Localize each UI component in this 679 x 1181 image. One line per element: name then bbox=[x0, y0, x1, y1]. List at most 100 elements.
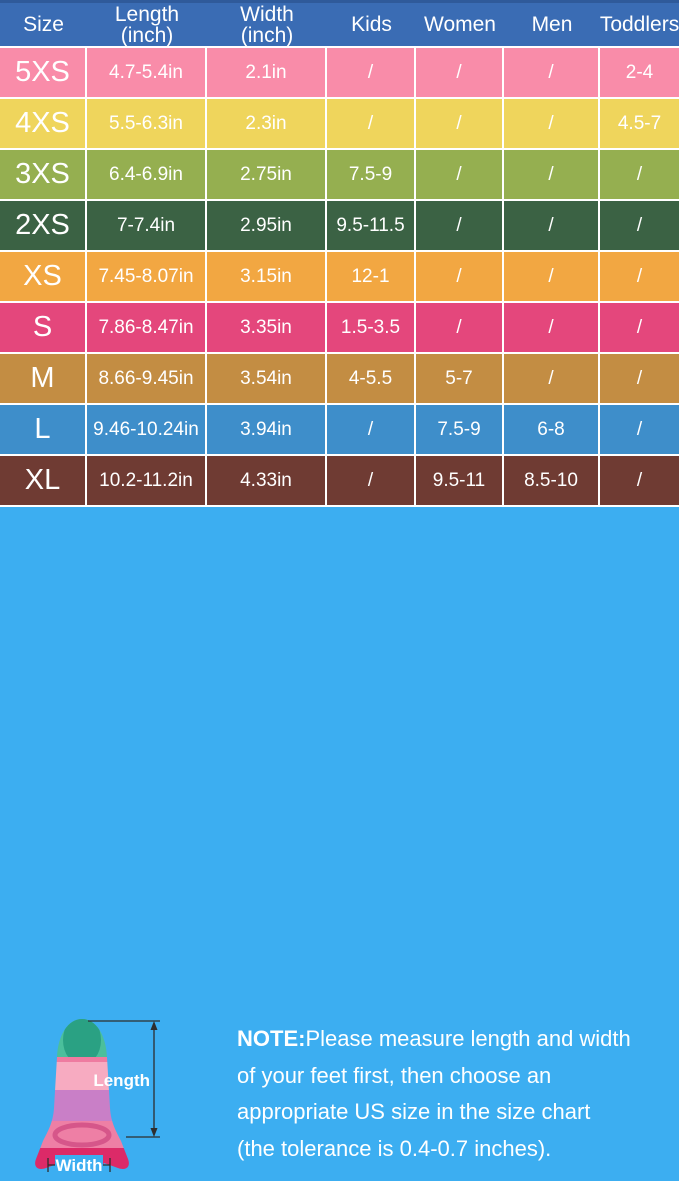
table-row: 5XS 4.7-5.4in 2.1in / / / 2-4 bbox=[0, 48, 679, 97]
table-cell: 3.15in bbox=[207, 252, 325, 301]
table-cell: 4.5-7 bbox=[600, 99, 679, 148]
table-row: 4XS 5.5-6.3in 2.3in / / / 4.5-7 bbox=[0, 99, 679, 148]
table-cell: / bbox=[416, 48, 502, 97]
table-cell: / bbox=[600, 252, 679, 301]
length-dimension-label: Length bbox=[93, 1071, 150, 1090]
table-cell: / bbox=[416, 201, 502, 250]
table-cell: 2.1in bbox=[207, 48, 325, 97]
note-line: NOTE:Please measure length and width bbox=[237, 1021, 667, 1058]
table-cell: / bbox=[327, 405, 414, 454]
row-label: S bbox=[0, 303, 85, 352]
column-header-kids: Kids bbox=[327, 3, 416, 46]
row-label: 3XS bbox=[0, 150, 85, 199]
table-cell: 4.33in bbox=[207, 456, 325, 505]
row-label: XL bbox=[0, 456, 85, 505]
table-cell: / bbox=[504, 150, 598, 199]
row-label: L bbox=[0, 405, 85, 454]
fin-measurement-diagram: Length Width bbox=[35, 1019, 160, 1175]
table-cell: / bbox=[504, 48, 598, 97]
table-cell: / bbox=[600, 150, 679, 199]
table-cell: 8.5-10 bbox=[504, 456, 598, 505]
size-chart-table: Size Length (inch) Width (inch) Kids Women… bbox=[0, 0, 679, 507]
column-header-women: Women bbox=[416, 3, 504, 46]
table-cell: 9.46-10.24in bbox=[87, 405, 205, 454]
table-cell: 3.54in bbox=[207, 354, 325, 403]
column-header-label: Women bbox=[424, 13, 496, 36]
row-label: 4XS bbox=[0, 99, 85, 148]
table-cell: / bbox=[504, 201, 598, 250]
table-cell: / bbox=[600, 456, 679, 505]
table-cell: 9.5-11.5 bbox=[327, 201, 414, 250]
table-cell: 6.4-6.9in bbox=[87, 150, 205, 199]
table-cell: / bbox=[416, 150, 502, 199]
table-cell: 4-5.5 bbox=[327, 354, 414, 403]
table-header-row: Size Length (inch) Width (inch) Kids Women… bbox=[0, 0, 679, 46]
column-header-label: Men bbox=[531, 13, 573, 36]
table-row: S 7.86-8.47in 3.35in 1.5-3.5 / / / bbox=[0, 303, 679, 352]
row-label: M bbox=[0, 354, 85, 403]
table-cell: 3.35in bbox=[207, 303, 325, 352]
table-body: 5XS 4.7-5.4in 2.1in / / / 2-4 4XS 5.5-6.… bbox=[0, 46, 679, 507]
note-line-text: Please measure length and width bbox=[305, 1026, 631, 1051]
table-cell: / bbox=[504, 252, 598, 301]
table-cell: / bbox=[504, 99, 598, 148]
column-header-toddlers: Toddlers bbox=[600, 3, 679, 46]
table-cell: / bbox=[327, 99, 414, 148]
note-label: NOTE: bbox=[237, 1026, 306, 1051]
note-section: Length Width NOTE:Please measure length … bbox=[0, 507, 679, 1175]
note-line: (the tolerance is 0.4-0.7 inches). bbox=[237, 1135, 552, 1161]
table-cell: / bbox=[327, 48, 414, 97]
table-cell: 2.3in bbox=[207, 99, 325, 148]
table-row: 2XS 7-7.4in 2.95in 9.5-11.5 / / / bbox=[0, 201, 679, 250]
table-cell: 2-4 bbox=[600, 48, 679, 97]
column-header-length: Length (inch) bbox=[87, 3, 207, 46]
note-line: of your feet first, then choose an bbox=[237, 1062, 552, 1088]
table-cell: / bbox=[416, 252, 502, 301]
table-cell: 10.2-11.2in bbox=[87, 456, 205, 505]
table-cell: 5.5-6.3in bbox=[87, 99, 205, 148]
table-cell: / bbox=[600, 405, 679, 454]
column-header-label: Width bbox=[240, 2, 294, 26]
table-cell: 7.5-9 bbox=[416, 405, 502, 454]
table-cell: 7.86-8.47in bbox=[87, 303, 205, 352]
table-row: XS 7.45-8.07in 3.15in 12-1 / / / bbox=[0, 252, 679, 301]
column-header-size: Size bbox=[0, 3, 87, 46]
table-cell: / bbox=[600, 354, 679, 403]
table-cell: / bbox=[600, 303, 679, 352]
column-header-men: Men bbox=[504, 3, 600, 46]
table-cell: 6-8 bbox=[504, 405, 598, 454]
table-cell: / bbox=[416, 303, 502, 352]
table-cell: 2.95in bbox=[207, 201, 325, 250]
note-line: appropriate US size in the size chart bbox=[237, 1099, 591, 1124]
table-cell: 12-1 bbox=[327, 252, 414, 301]
table-cell: / bbox=[600, 201, 679, 250]
table-cell: / bbox=[416, 99, 502, 148]
row-label: XS bbox=[0, 252, 85, 301]
width-dimension-label: Width bbox=[55, 1156, 102, 1175]
table-row: M 8.66-9.45in 3.54in 4-5.5 5-7 / / bbox=[0, 354, 679, 403]
table-cell: 5-7 bbox=[416, 354, 502, 403]
table-cell: 7.45-8.07in bbox=[87, 252, 205, 301]
table-cell: 8.66-9.45in bbox=[87, 354, 205, 403]
table-row: L 9.46-10.24in 3.94in / 7.5-9 6-8 / bbox=[0, 405, 679, 454]
table-row: XL 10.2-11.2in 4.33in / 9.5-11 8.5-10 / bbox=[0, 456, 679, 505]
row-label: 5XS bbox=[0, 48, 85, 97]
column-header-width: Width (inch) bbox=[207, 3, 327, 46]
table-cell: / bbox=[504, 354, 598, 403]
column-header-label: Kids bbox=[351, 13, 392, 36]
table-cell: 3.94in bbox=[207, 405, 325, 454]
table-cell: 7.5-9 bbox=[327, 150, 414, 199]
table-cell: / bbox=[327, 456, 414, 505]
note-text: NOTE:Please measure length and width of … bbox=[237, 1021, 667, 1167]
column-header-sublabel: (inch) bbox=[240, 23, 294, 47]
row-label: 2XS bbox=[0, 201, 85, 250]
table-cell: 4.7-5.4in bbox=[87, 48, 205, 97]
table-cell: / bbox=[504, 303, 598, 352]
table-row: 3XS 6.4-6.9in 2.75in 7.5-9 / / / bbox=[0, 150, 679, 199]
table-cell: 2.75in bbox=[207, 150, 325, 199]
table-cell: 1.5-3.5 bbox=[327, 303, 414, 352]
table-cell: 7-7.4in bbox=[87, 201, 205, 250]
table-cell: 9.5-11 bbox=[416, 456, 502, 505]
column-header-label: Size bbox=[23, 13, 64, 36]
column-header-sublabel: (inch) bbox=[120, 23, 174, 47]
